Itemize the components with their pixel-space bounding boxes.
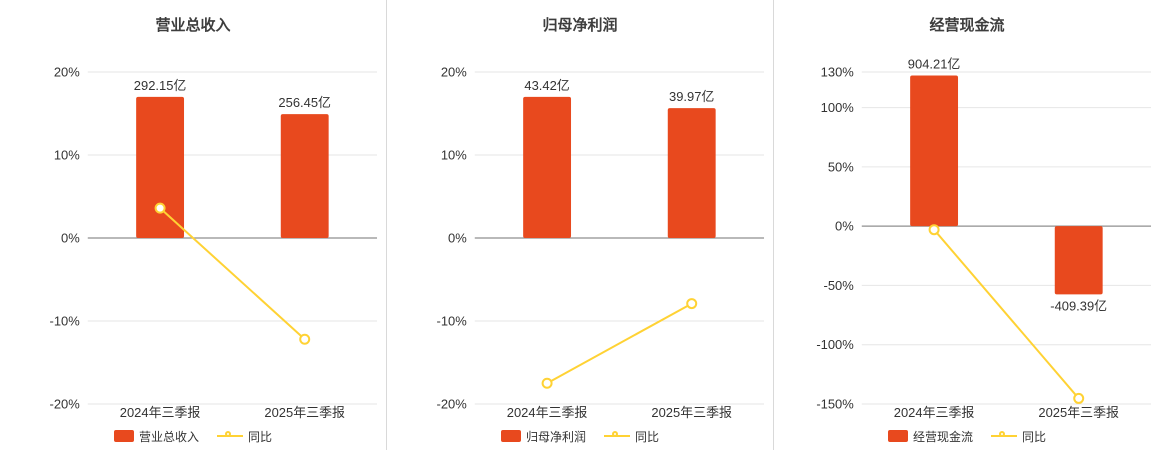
yoy-point[interactable] (686, 298, 698, 310)
y-tick-label: 10% (54, 147, 80, 162)
y-tick-label: -150% (816, 396, 854, 411)
legend-label: 同比 (1022, 429, 1047, 444)
yoy-point[interactable] (541, 377, 553, 389)
bar-value-label: 43.42亿 (524, 78, 569, 93)
bar-营业总收入[interactable] (280, 114, 329, 238)
bar-value-label: -409.39亿 (1050, 298, 1107, 313)
y-tick-label: 20% (441, 64, 467, 79)
y-tick-label: 20% (54, 64, 80, 79)
bar-归母净利润[interactable] (523, 96, 572, 239)
y-tick-label: -10% (437, 313, 468, 328)
y-tick-label: 10% (441, 147, 467, 162)
bar-value-label: 904.21亿 (908, 57, 961, 72)
line-series-swatch-icon (217, 431, 243, 441)
legend: 经营现金流 同比 (774, 422, 1160, 450)
y-tick-label: 0% (835, 219, 854, 234)
bar-归母净利润[interactable] (667, 108, 716, 239)
bar-value-label: 292.15亿 (134, 78, 187, 93)
yoy-point[interactable] (1073, 392, 1085, 404)
y-tick-label: 0% (61, 230, 80, 245)
y-tick-label: -100% (816, 337, 854, 352)
chart-panel-cash-flow: 经营现金流 130% 100% 50% 0% -50% -100% -150% 904.21亿… (773, 0, 1160, 450)
yoy-point[interactable] (299, 333, 311, 345)
legend-item-bar-series[interactable]: 经营现金流 (887, 428, 973, 445)
y-tick-label: -20% (50, 396, 81, 411)
chart-panel-net-profit: 归母净利润 20% 10% 0% -10% -20% 43.42亿 39.97亿 2024年三… (386, 0, 773, 450)
bar-series-swatch-icon (887, 430, 908, 442)
legend-item-line-series[interactable]: 同比 (604, 428, 659, 445)
y-tick-label: 0% (448, 230, 467, 245)
x-category-label: 2024年三季报 (120, 405, 201, 420)
yoy-line[interactable] (933, 229, 1080, 400)
chart-title: 归母净利润 (542, 17, 618, 34)
yoy-line[interactable] (546, 302, 693, 385)
legend-label: 经营现金流 (912, 429, 973, 444)
y-tick-label: 100% (821, 100, 855, 115)
y-tick-label: -50% (824, 278, 855, 293)
y-tick-label: -10% (50, 313, 81, 328)
y-tick-label: 130% (821, 64, 855, 79)
bar-value-label: 256.45亿 (278, 95, 331, 110)
chart-title: 营业总收入 (155, 17, 231, 34)
legend-item-bar-series[interactable]: 营业总收入 (113, 428, 199, 445)
legend-item-line-series[interactable]: 同比 (991, 428, 1046, 445)
y-tick-label: 50% (828, 159, 854, 174)
yoy-point[interactable] (154, 202, 166, 214)
legend-item-bar-series[interactable]: 归母净利润 (500, 428, 586, 445)
cash-flow-chart: 130% 100% 50% 0% -50% -100% -150% 904.21亿 -409.3… (816, 57, 1152, 420)
yoy-point[interactable] (928, 224, 940, 236)
line-series-swatch-icon (604, 431, 630, 441)
legend: 归母净利润 同比 (387, 422, 773, 450)
x-category-label: 2024年三季报 (507, 405, 588, 420)
bar-营业总收入[interactable] (136, 96, 185, 239)
legend-label: 归母净利润 (525, 429, 586, 444)
y-tick-label: -20% (437, 396, 468, 411)
x-category-label: 2025年三季报 (264, 405, 345, 420)
bar-经营现金流[interactable] (910, 75, 959, 227)
legend-label: 营业总收入 (138, 429, 199, 444)
x-category-label: 2025年三季报 (651, 405, 732, 420)
x-category-label: 2024年三季报 (894, 405, 975, 420)
revenue-chart: 20% 10% 0% -10% -20% 292.15亿 256.45亿 2024年三季报 20… (50, 64, 378, 420)
legend: 营业总收入 同比 (0, 422, 386, 450)
bar-经营现金流[interactable] (1054, 226, 1103, 295)
yoy-line[interactable] (159, 207, 306, 341)
legend-item-line-series[interactable]: 同比 (217, 428, 272, 445)
x-category-label: 2025年三季报 (1038, 405, 1119, 420)
net-profit-chart: 20% 10% 0% -10% -20% 43.42亿 39.97亿 2024年三季报 2025… (437, 64, 765, 420)
chart-title: 经营现金流 (929, 17, 1005, 34)
bar-value-label: 39.97亿 (669, 89, 714, 104)
legend-label: 同比 (635, 429, 660, 444)
bar-series-swatch-icon (113, 430, 134, 442)
line-series-swatch-icon (991, 431, 1017, 441)
legend-label: 同比 (248, 429, 273, 444)
bar-series-swatch-icon (500, 430, 521, 442)
chart-panel-revenue: 营业总收入 20% 10% 0% -10% -20% 292.15亿 256.45亿 2024… (0, 0, 386, 450)
